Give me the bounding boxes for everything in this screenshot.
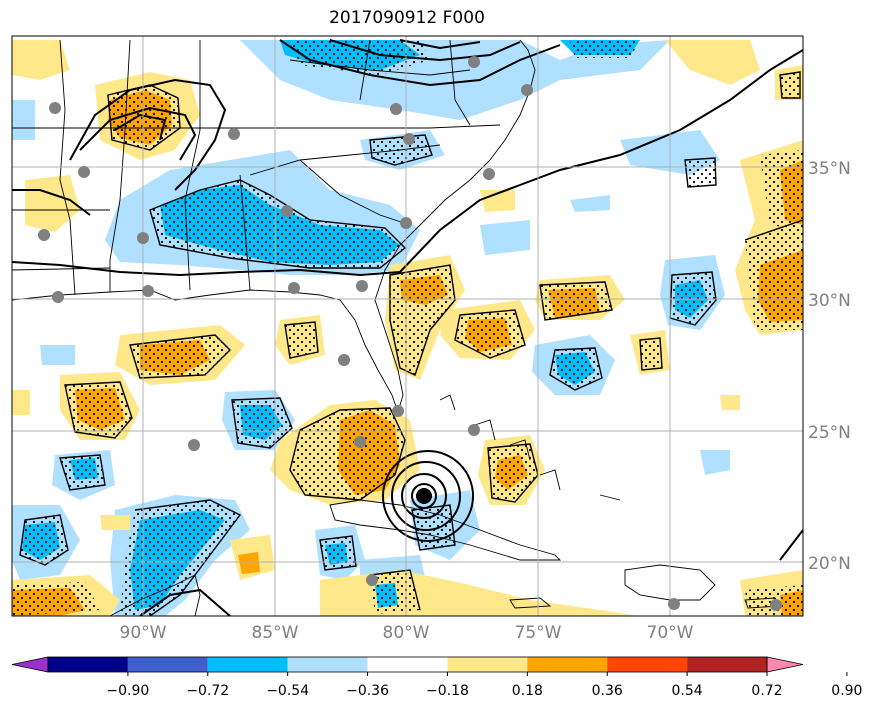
colorbar-label: −0.36	[346, 683, 389, 699]
lat-label-30: 30°N	[808, 291, 851, 311]
colorbar-label: 0.54	[672, 683, 703, 699]
colorbar-swatch	[287, 657, 368, 672]
colorbar-label: 0.36	[592, 683, 623, 699]
colorbar-swatch	[207, 657, 288, 672]
colorbar-label: −0.72	[186, 683, 229, 699]
lon-label-80: 80°W	[383, 623, 430, 643]
gridlines	[12, 36, 803, 616]
lon-label-90: 90°W	[120, 623, 167, 643]
colorbar-swatch	[48, 657, 128, 672]
height-contours	[12, 39, 803, 616]
colorbar-label: 0.18	[512, 683, 543, 699]
colorbar-label: −0.18	[426, 683, 469, 699]
colorbar-label: 0.90	[831, 683, 862, 699]
map-frame	[11, 35, 804, 617]
colorbar-extend-high	[766, 656, 804, 673]
lon-label-70: 70°W	[647, 623, 694, 643]
colorbar-swatch	[687, 657, 767, 672]
colorbar-swatch	[607, 657, 688, 672]
lat-label-20: 20°N	[808, 554, 851, 574]
colorbar: −0.90 −0.72 −0.54 −0.36 −0.18 0.18 0.36 0.54 0.7…	[11, 656, 862, 699]
colorbar-swatch	[527, 657, 608, 672]
coastlines-and-borders	[12, 39, 781, 616]
colorbar-label: 0.72	[751, 683, 782, 699]
lon-label-75: 75°W	[515, 623, 562, 643]
colorbar-label: −0.90	[106, 683, 149, 699]
map-plot-area	[12, 36, 803, 616]
colorbar-label: −0.54	[266, 683, 309, 699]
map-title: 2017090912 F000	[329, 8, 485, 28]
lat-label-25: 25°N	[808, 423, 851, 443]
colorbar-swatch	[367, 657, 448, 672]
colorbar-swatch	[447, 657, 528, 672]
lat-label-35: 35°N	[808, 159, 851, 179]
anomaly-outline-contours	[19, 71, 803, 616]
station-markers	[38, 56, 782, 611]
colorbar-swatch	[127, 657, 208, 672]
colorbar-frame	[47, 656, 768, 673]
colorbar-extend-low	[11, 656, 49, 673]
lon-label-85: 85°W	[252, 623, 299, 643]
hurricane-center	[416, 488, 432, 504]
